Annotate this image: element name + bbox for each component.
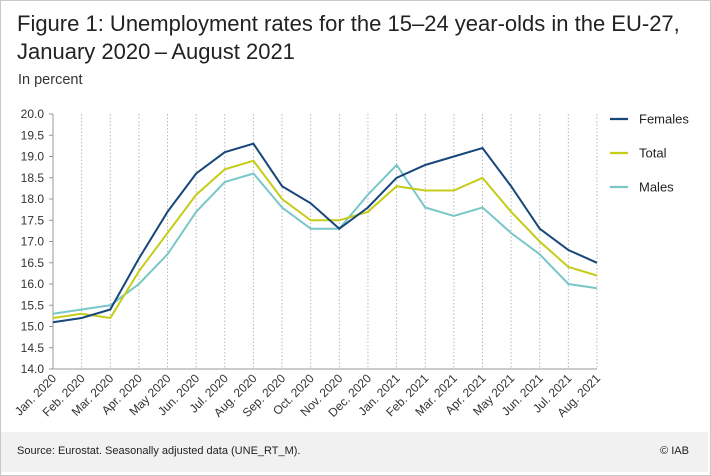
title-line-2: January 2020 – August 2021: [17, 39, 295, 64]
legend-label-females: Females: [639, 112, 689, 127]
y-tick-label: 20.0: [21, 107, 45, 121]
y-tick-label: 15.5: [21, 298, 45, 312]
footer-band: [1, 432, 708, 472]
y-tick-label: 17.5: [21, 213, 45, 227]
figure-title: Figure 1: Unemployment rates for the 15–…: [17, 10, 697, 66]
source-note: Source: Eurostat. Seasonally adjusted da…: [17, 445, 301, 457]
y-tick-label: 18.5: [21, 171, 45, 185]
series-line-females: [52, 142, 598, 324]
legend-label-males: Males: [639, 180, 674, 195]
y-tick-label: 18.0: [21, 192, 45, 206]
y-tick-label: 16.5: [21, 256, 45, 270]
y-tick-label: 14.5: [21, 341, 45, 355]
chart-subtitle: In percent: [18, 72, 83, 88]
y-tick-label: 19.5: [21, 128, 45, 142]
title-line-1: Figure 1: Unemployment rates for the 15–…: [17, 11, 680, 36]
y-tick-label: 14.0: [21, 362, 45, 376]
legend-label-total: Total: [639, 146, 667, 161]
series-line-males: [52, 163, 598, 315]
y-tick-label: 17.0: [21, 235, 45, 249]
y-tick-label: 19.0: [21, 150, 45, 164]
y-tick-label: 16.0: [21, 277, 45, 291]
y-tick-label: 15.0: [21, 320, 45, 334]
copyright-note: © IAB: [660, 445, 689, 457]
series-line-total: [52, 159, 598, 320]
